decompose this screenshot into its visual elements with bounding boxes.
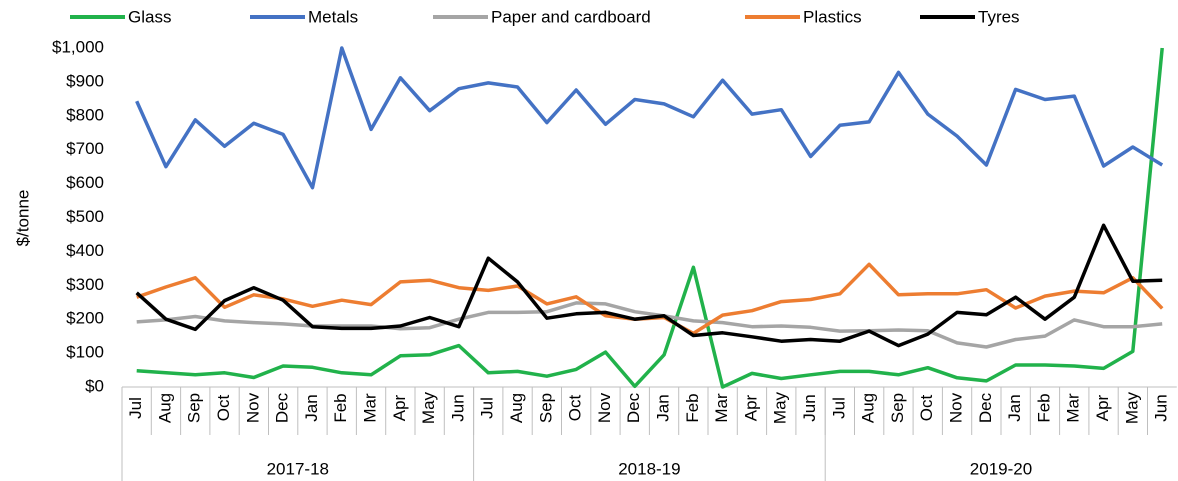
x-tick-label: Jun: [1152, 394, 1171, 421]
x-tick-label: Aug: [507, 393, 526, 423]
x-tick-label: Mar: [712, 393, 731, 423]
legend-label: Glass: [128, 7, 171, 26]
group-label: 2017-18: [267, 459, 329, 478]
x-tick-label: Feb: [331, 393, 350, 422]
x-tick-label: Jan: [1005, 394, 1024, 421]
x-tick-label: Sep: [536, 393, 555, 423]
y-tick-label: $500: [66, 207, 104, 226]
x-tick-label: May: [1122, 391, 1141, 424]
legend-label: Paper and cardboard: [491, 7, 651, 26]
series-line: [135, 223, 1163, 348]
x-tick-label: Aug: [859, 393, 878, 423]
legend-label: Metals: [308, 7, 358, 26]
x-tick-label: Sep: [888, 393, 907, 423]
series-line: [136, 47, 1164, 389]
x-tick-label: Jul: [478, 397, 497, 419]
y-axis-title: $/tonne: [13, 190, 32, 247]
legend-label: Plastics: [803, 7, 862, 26]
y-tick-label: $1,000: [52, 37, 104, 56]
x-tick-label: May: [771, 391, 790, 424]
x-tick-label: Apr: [741, 394, 760, 421]
x-tick-label: Jul: [829, 397, 848, 419]
x-tick-label: Sep: [185, 393, 204, 423]
x-tick-label: Jun: [800, 394, 819, 421]
x-tick-label: Jan: [302, 394, 321, 421]
x-tick-label: Dec: [976, 392, 995, 423]
y-tick-label: $100: [66, 343, 104, 362]
x-tick-label: Nov: [595, 392, 614, 423]
x-tick-label: Feb: [683, 393, 702, 422]
x-tick-label: Aug: [155, 393, 174, 423]
x-tick-label: Feb: [1034, 393, 1053, 422]
group-label: 2019-20: [970, 459, 1032, 478]
x-tick-label: Nov: [947, 392, 966, 423]
x-tick-label: Mar: [1064, 393, 1083, 423]
x-tick-label: Dec: [273, 392, 292, 423]
series-line: [135, 46, 1164, 190]
y-tick-label: $400: [66, 241, 104, 260]
y-tick-label: $300: [66, 275, 104, 294]
x-tick-label: Dec: [624, 392, 643, 423]
y-tick-label: $200: [66, 309, 104, 328]
x-tick-label: Jun: [448, 394, 467, 421]
series-line: [136, 301, 1163, 349]
x-tick-label: Jul: [126, 397, 145, 419]
x-tick-label: Oct: [214, 395, 233, 422]
group-label: 2018-19: [618, 459, 680, 478]
x-tick-label: Jan: [654, 394, 673, 421]
x-tick-label: May: [419, 391, 438, 424]
y-tick-label: $0: [85, 376, 104, 395]
y-tick-label: $800: [66, 105, 104, 124]
y-tick-label: $600: [66, 173, 104, 192]
x-tick-label: Oct: [917, 395, 936, 422]
y-tick-label: $700: [66, 139, 104, 158]
x-tick-label: Nov: [243, 392, 262, 423]
y-tick-label: $900: [66, 71, 104, 90]
x-tick-label: Mar: [361, 393, 380, 423]
x-tick-label: Apr: [390, 394, 409, 421]
x-tick-label: Oct: [566, 395, 585, 422]
x-tick-label: Apr: [1093, 394, 1112, 421]
legend-label: Tyres: [978, 7, 1020, 26]
